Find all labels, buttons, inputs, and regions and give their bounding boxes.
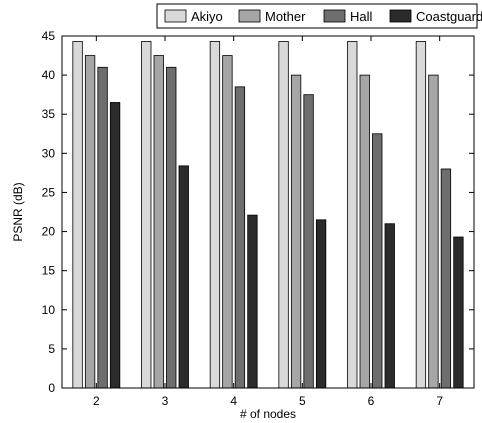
legend-label-hall: Hall	[350, 9, 373, 24]
bar-mother-3	[153, 55, 164, 389]
bar-hall-6	[372, 133, 383, 389]
bar-coastguard-4	[247, 214, 258, 389]
x-tick-label: 6	[368, 394, 375, 408]
bar-coastguard-3	[178, 165, 189, 389]
y-tick-label: 25	[42, 185, 56, 199]
legend: Akiyo Mother Hall Coastguard	[156, 3, 482, 29]
legend-swatch-hall	[323, 9, 346, 23]
bar-hall-5	[303, 94, 314, 389]
x-tick-label: 5	[299, 394, 306, 408]
x-axis-label: # of nodes	[240, 407, 296, 421]
y-tick-label: 10	[42, 303, 56, 317]
bar-hall-4	[234, 86, 246, 389]
legend-label-akiyo: Akiyo	[191, 9, 223, 24]
bar-hall-7	[440, 168, 452, 389]
x-tick-label: 4	[230, 394, 237, 408]
legend-label-coastguard: Coastguard	[416, 9, 482, 24]
x-tick-label: 3	[162, 394, 169, 408]
bar-akiyo-4	[209, 41, 221, 389]
bar-mother-5	[290, 74, 302, 389]
y-tick-label: 30	[42, 146, 56, 160]
bar-mother-4	[222, 55, 233, 389]
y-tick-label: 20	[42, 225, 56, 239]
y-tick-label: 40	[42, 68, 56, 82]
y-tick-label: 45	[42, 29, 56, 43]
bar-mother-7	[428, 74, 439, 389]
bar-akiyo-6	[347, 41, 358, 389]
plot-frame	[61, 35, 475, 389]
y-tick-label: 35	[42, 107, 56, 121]
y-tick-label: 0	[48, 381, 55, 395]
x-axis-ticks: 2 3 4 5 6 7	[93, 36, 443, 408]
legend-label-mother: Mother	[265, 9, 306, 24]
x-tick-label: 2	[93, 394, 100, 408]
y-axis-ticks: 0 5 10 15 20 25 30 35 40 45	[42, 29, 474, 395]
y-tick-label: 5	[48, 342, 55, 356]
bar-akiyo-3	[141, 41, 152, 389]
bar-coastguard-2	[109, 102, 121, 389]
legend-swatch-mother	[238, 9, 261, 23]
legend-swatch-coastguard	[389, 9, 412, 23]
bar-mother-6	[359, 74, 370, 389]
bar-akiyo-2	[72, 41, 83, 389]
bar-akiyo-7	[415, 41, 427, 389]
bar-coastguard-6	[384, 223, 395, 389]
legend-box	[156, 3, 478, 29]
bars	[72, 41, 464, 389]
y-axis-label: PSNR (dB)	[11, 182, 25, 241]
x-tick-label: 7	[436, 394, 443, 408]
bar-akiyo-5	[278, 41, 289, 389]
bar-coastguard-5	[315, 219, 327, 389]
legend-swatch-akiyo	[164, 9, 187, 23]
y-tick-label: 15	[42, 264, 56, 278]
bar-hall-2	[97, 66, 108, 389]
bar-hall-3	[166, 66, 177, 389]
bar-coastguard-7	[453, 236, 464, 389]
bar-mother-2	[84, 55, 96, 389]
